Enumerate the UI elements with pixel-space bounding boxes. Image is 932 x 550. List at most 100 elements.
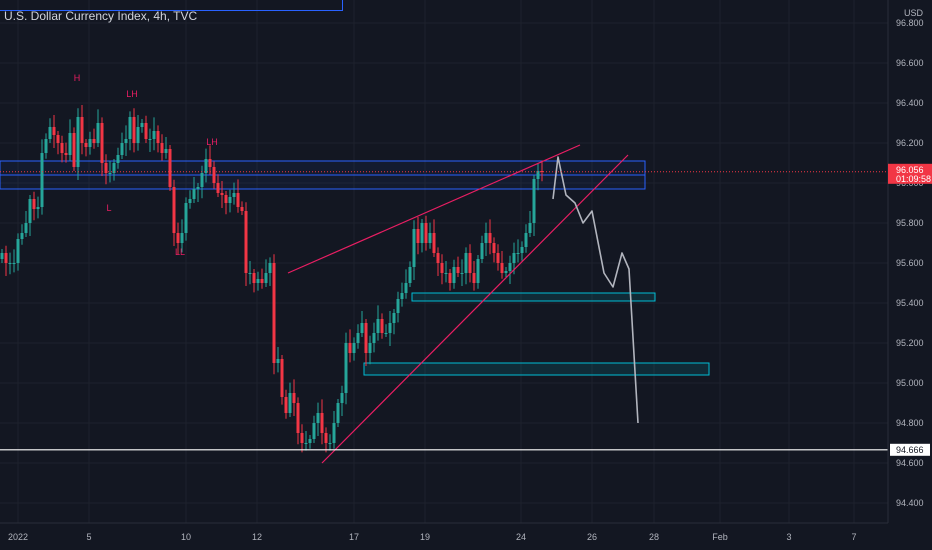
candle [56, 131, 60, 155]
candle-body [0, 253, 4, 259]
price-tick-label: 95.400 [896, 298, 924, 308]
candle [540, 160, 544, 182]
pattern-label: LH [206, 137, 218, 147]
candle-body [120, 143, 124, 155]
candle [128, 111, 132, 151]
candle-body [148, 139, 152, 140]
candle-body [128, 117, 132, 139]
candle [456, 256, 460, 277]
candle-body [184, 203, 188, 233]
candle-body [80, 117, 84, 143]
candle [68, 119, 72, 161]
candle-body [264, 273, 268, 283]
candle [520, 241, 524, 261]
candle-body [192, 189, 196, 199]
candle-body [380, 319, 384, 333]
time-tick-label: 5 [86, 532, 91, 542]
price-axis[interactable]: USD96.80096.60096.40096.20096.00095.8009… [887, 0, 932, 550]
candle [108, 161, 112, 183]
candle [132, 108, 136, 153]
candle-body [144, 123, 148, 139]
candle [276, 347, 280, 373]
candle-body [528, 223, 532, 233]
candle-body [532, 179, 536, 223]
price-tick-label: 95.000 [896, 378, 924, 388]
candle [24, 211, 28, 237]
candle [204, 148, 208, 183]
candle [208, 145, 212, 175]
candle-body [372, 333, 376, 343]
candle-body [268, 263, 272, 273]
support-zones [363, 292, 710, 376]
candle [60, 135, 64, 163]
candle [148, 128, 152, 152]
chart-title: U.S. Dollar Currency Index, 4h, TVC [4, 9, 198, 23]
candle [120, 132, 124, 159]
candle [524, 224, 528, 253]
candle-body [504, 271, 508, 273]
candle [256, 271, 260, 291]
candle [28, 195, 32, 236]
candle [144, 115, 148, 143]
candle-body [312, 423, 316, 439]
candle [240, 201, 244, 215]
candle [168, 145, 172, 191]
candles [0, 105, 544, 453]
time-axis[interactable]: 2022 5 10 12 17 19 24 26 28 Feb 3 7 [0, 522, 932, 550]
candle-body [156, 131, 160, 143]
candle-body [436, 253, 440, 263]
candle [344, 332, 348, 405]
candle-body [492, 243, 496, 253]
candle [232, 182, 236, 205]
candle-body [352, 343, 356, 353]
candle [428, 222, 432, 249]
candle [504, 267, 508, 277]
candle [516, 239, 520, 263]
time-tick-label: 24 [516, 532, 526, 542]
candle [184, 197, 188, 241]
candle [156, 125, 160, 153]
candle [416, 217, 420, 255]
candle [44, 133, 48, 159]
candle [300, 424, 304, 453]
price-tick-label: 95.600 [896, 258, 924, 268]
candle [224, 191, 228, 215]
candle-body [340, 393, 344, 403]
candle-body [444, 273, 448, 274]
candle-body [96, 123, 100, 143]
candle-body [244, 211, 248, 273]
candle-body [200, 173, 204, 187]
candle-body [296, 403, 300, 433]
price-tick-label: 94.600 [896, 458, 924, 468]
price-lines [0, 171, 888, 451]
reference-price-tag [890, 443, 930, 456]
candle-body [368, 343, 372, 353]
candle [368, 335, 372, 365]
candle-body [88, 139, 92, 147]
candle [0, 249, 4, 263]
candle [112, 159, 116, 181]
candle [284, 389, 288, 419]
candle [480, 235, 484, 263]
candle-body [28, 199, 32, 223]
candle-body [516, 253, 520, 254]
candle-body [236, 193, 240, 207]
top-selection-box [0, 0, 343, 11]
candle-body [428, 233, 432, 243]
candle-body [260, 279, 264, 283]
candle-body [60, 143, 64, 153]
support-zone-1 [411, 292, 656, 302]
candle-body [300, 433, 304, 443]
candle [20, 224, 24, 245]
time-tick-label: 12 [252, 532, 262, 542]
candle-body [452, 267, 456, 283]
candle [268, 257, 272, 286]
candle [228, 189, 232, 213]
candle [360, 311, 364, 337]
price-tick-label: 94.800 [896, 418, 924, 428]
candle-body [84, 143, 88, 147]
candle [380, 313, 384, 339]
candle-body [440, 263, 444, 273]
